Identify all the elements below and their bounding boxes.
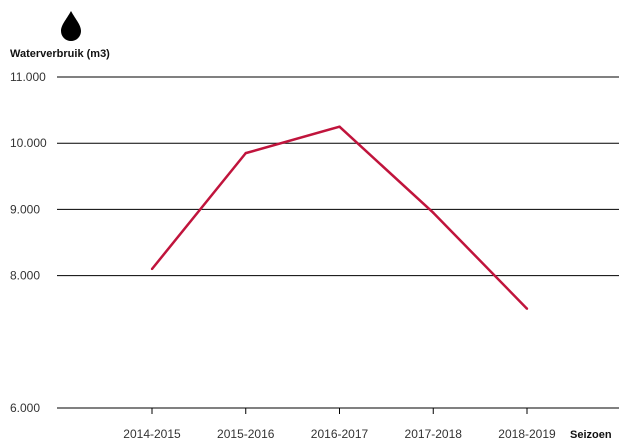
y-tick-label: 10.000 — [10, 136, 47, 150]
data-point — [150, 267, 154, 271]
y-tick-label: 9.000 — [10, 202, 40, 216]
water-drop-icon — [61, 11, 81, 41]
x-tick-label: 2016-2017 — [311, 427, 369, 439]
x-tick-label: 2017-2018 — [405, 427, 463, 439]
x-axis-title: Seizoen — [570, 429, 612, 439]
y-axis-title: Waterverbruik (m3) — [10, 48, 110, 60]
series-line — [151, 125, 528, 310]
y-tick-label: 11.000 — [10, 70, 46, 84]
x-ticks: 2014-2015 2015-2016 2016-2017 2017-2018 2018… — [123, 408, 556, 439]
x-tick-label: 2015-2016 — [217, 427, 275, 439]
y-tick-label: 6.000 — [10, 401, 40, 415]
data-point — [244, 151, 247, 155]
series-layer — [150, 125, 529, 310]
y-tick-label: 8.000 — [10, 269, 40, 283]
data-point — [338, 125, 341, 128]
x-tick-label: 2014-2015 — [123, 427, 181, 439]
x-tick-label: 2018-2019 — [498, 427, 556, 439]
data-point — [525, 307, 529, 310]
data-point — [432, 211, 435, 214]
y-tick-labels: 6.000 8.000 9.000 10.000 11.000 — [10, 70, 47, 415]
grid-lines — [57, 76, 619, 409]
